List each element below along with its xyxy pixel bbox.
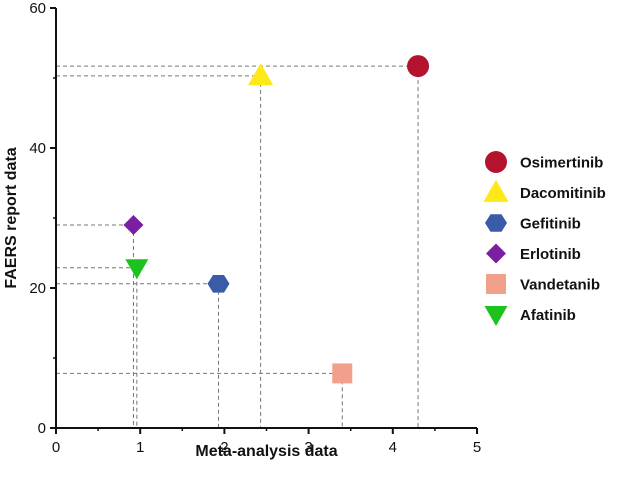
- y-tick-label: 60: [29, 0, 46, 17]
- legend-label-gefitinib: Gefitinib: [520, 216, 581, 233]
- legend-marker-dacomitinib: [483, 179, 509, 202]
- point-dacomitinib: [247, 63, 274, 86]
- legend-label-erlotinib: Erlotinib: [520, 246, 581, 263]
- x-tick-label: 0: [52, 439, 60, 456]
- legend: Osimertinib Dacomitinib Gefitinib Erlotinib…: [483, 151, 606, 326]
- x-tick-label: 3: [304, 439, 312, 456]
- point-vandetanib: [332, 363, 353, 384]
- point-osimertinib: [407, 55, 430, 78]
- point-gefitinib: [207, 275, 230, 293]
- point-erlotinib: [123, 215, 144, 235]
- legend-marker-erlotinib: [486, 243, 506, 264]
- x-tick-label: 5: [473, 439, 481, 456]
- data-points: [123, 55, 430, 384]
- legend-label-vandetanib: Vandetanib: [520, 277, 600, 294]
- legend-marker-osimertinib: [485, 151, 507, 173]
- legend-label-dacomitinib: Dacomitinib: [520, 185, 606, 202]
- legend-label-osimertinib: Osimertinib: [520, 155, 603, 172]
- legend-label-afatinib: Afatinib: [520, 307, 576, 324]
- point-afatinib: [125, 259, 149, 280]
- x-tick-label: 4: [389, 439, 397, 456]
- y-tick-label: 20: [29, 280, 46, 297]
- legend-marker-afatinib: [484, 306, 508, 326]
- reference-lines: [56, 65, 419, 428]
- tick-group: 0 1 2 3 4 5 0 20 40 60: [29, 0, 481, 456]
- y-tick-label: 40: [29, 140, 46, 157]
- legend-marker-vandetanib: [486, 274, 506, 294]
- x-axis-title: Meta-analysis data: [195, 443, 337, 460]
- legend-marker-gefitinib: [485, 214, 507, 232]
- y-axis-title: FAERS report data: [3, 147, 20, 288]
- x-tick-label: 1: [136, 439, 144, 456]
- x-tick-label: 2: [220, 439, 228, 456]
- y-tick-label: 0: [38, 420, 46, 437]
